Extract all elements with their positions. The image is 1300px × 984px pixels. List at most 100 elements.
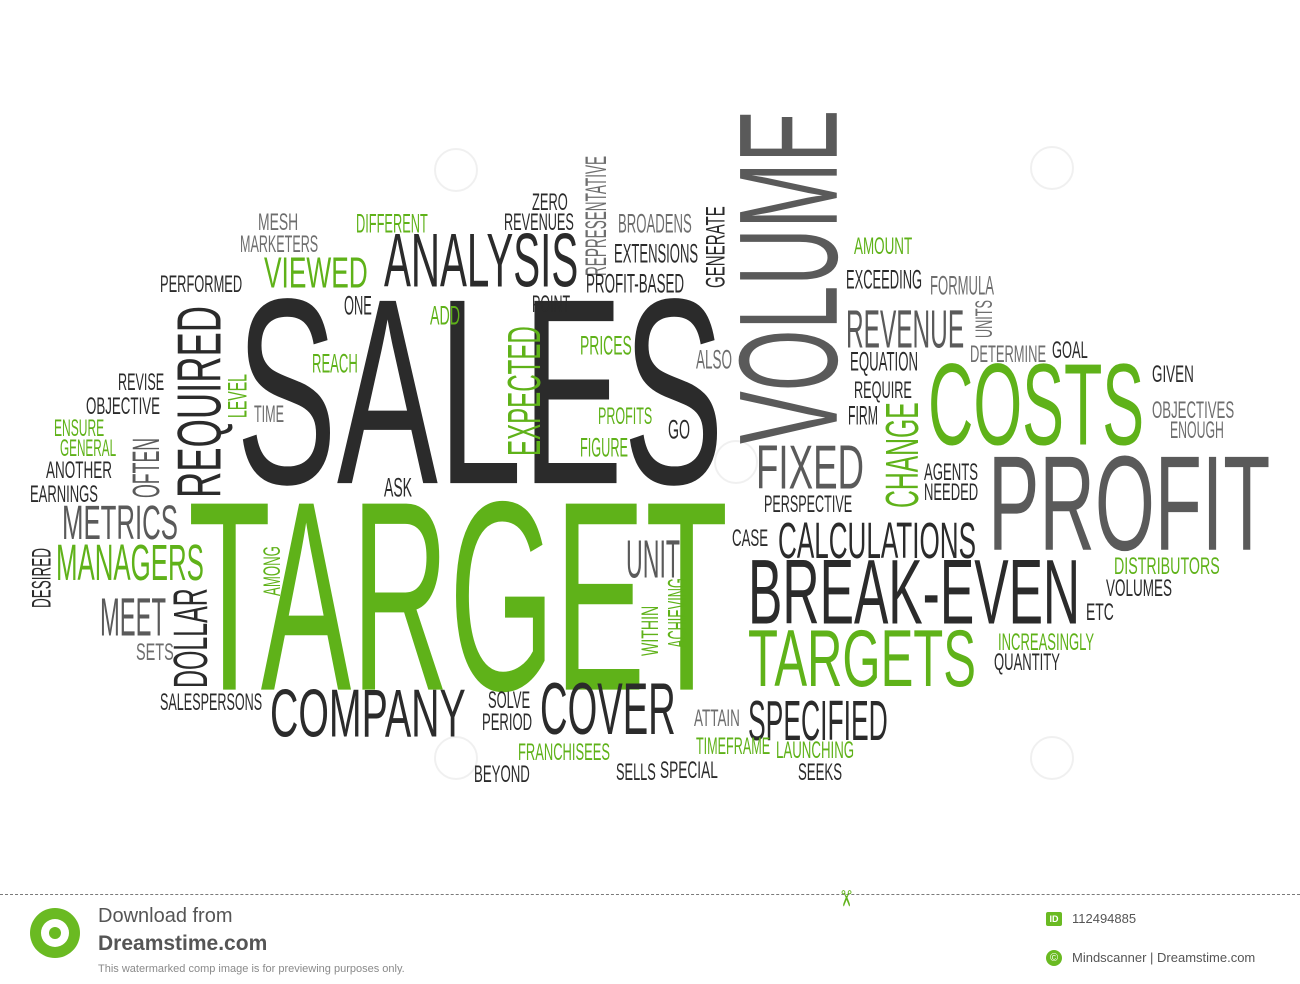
word-add: ADD <box>430 300 461 331</box>
word-viewed: VIEWED <box>264 249 368 298</box>
word-amount: AMOUNT <box>854 232 913 260</box>
word-revenue: REVENUE <box>846 299 965 360</box>
word-agents: AGENTS <box>924 458 978 486</box>
watermark-ring <box>1030 736 1074 780</box>
word-desired: DESIRED <box>26 547 57 608</box>
word-mesh: MESH <box>258 208 299 236</box>
word-general: GENERAL <box>60 434 117 462</box>
word-calculations: CALCULATIONS <box>778 512 976 570</box>
word-case: CASE <box>732 524 769 552</box>
word-special: SPECIAL <box>660 756 718 784</box>
word-another: ANOTHER <box>46 456 112 484</box>
word-metrics: METRICS <box>62 496 178 551</box>
word-salespersons: SALESPERSONS <box>160 688 263 716</box>
scissors-icon: ✂ <box>832 889 858 908</box>
copyright-icon: © <box>1046 950 1062 966</box>
word-prices: PRICES <box>580 330 632 361</box>
word-period: PERIOD <box>482 708 533 736</box>
word-launching: LAUNCHING <box>776 736 855 764</box>
word-franchisees: FRANCHISEES <box>518 738 610 766</box>
word-timeframe: TIMEFRAME <box>696 732 771 760</box>
word-fixed: FIXED <box>756 433 865 503</box>
word-company: COMPANY <box>270 676 466 752</box>
word-cloud: SALES TARGET VOLUME PROFIT COSTS BREAK-EVEN TA… <box>26 109 1271 788</box>
word-firm: FIRM <box>848 400 879 431</box>
word-cover: COVER <box>540 669 676 751</box>
word-go: GO <box>668 414 691 445</box>
word-distributors: DISTRIBUTORS <box>1114 552 1220 580</box>
word-formula: FORMULA <box>930 270 995 301</box>
word-reach: REACH <box>312 348 358 379</box>
word-perspective: PERSPECTIVE <box>764 490 853 518</box>
word-point: POINT <box>532 290 571 318</box>
word-ensure: ENSURE <box>54 414 105 442</box>
word-time: TIME <box>254 400 285 428</box>
dreamstime-site-text: Dreamstime.com <box>98 932 268 955</box>
word-often: OFTEN <box>125 437 168 498</box>
word-given: GIVEN <box>1152 360 1194 388</box>
word-determine: DETERMINE <box>970 340 1047 368</box>
watermark-ring <box>1030 146 1074 190</box>
word-objectives: OBJECTIVES <box>1152 396 1235 424</box>
word-revise: REVISE <box>118 368 165 396</box>
word-objective: OBJECTIVE <box>86 392 161 420</box>
word-figure: FIGURE <box>580 432 629 463</box>
word-target: TARGET <box>188 445 729 748</box>
word-zero: ZERO <box>532 188 568 216</box>
word-solve: SOLVE <box>488 686 531 714</box>
dashed-divider <box>0 894 1300 895</box>
word-sets: SETS <box>136 638 174 666</box>
word-goal: GOAL <box>1052 336 1088 364</box>
word-performed: PERFORMED <box>160 270 243 298</box>
id-badge-icon: ID <box>1046 912 1062 926</box>
word-also: ALSO <box>696 344 733 375</box>
word-seeks: SEEKS <box>798 758 843 786</box>
word-volume: VOLUME <box>709 109 867 444</box>
word-revenues: REVENUES <box>504 208 574 236</box>
word-costs: COSTS <box>928 339 1145 470</box>
word-quantity: QUANTITY <box>994 648 1060 676</box>
word-broadens: BROADENS <box>618 208 692 239</box>
word-change: CHANGE <box>875 402 928 508</box>
word-analysis: ANALYSIS <box>384 218 579 304</box>
word-targets: TARGETS <box>748 614 976 705</box>
word-dollar: DOLLAR <box>164 588 219 688</box>
word-beyond: BEYOND <box>474 760 530 788</box>
word-within: WITHIN <box>636 605 664 656</box>
word-one: ONE <box>344 290 372 321</box>
word-sales: SALES <box>236 244 724 541</box>
word-marketers: MARKETERS <box>240 230 319 258</box>
image-id: 112494885 <box>1072 911 1137 926</box>
word-among: AMONG <box>258 546 286 596</box>
word-increasingly: INCREASINGLY <box>998 628 1095 656</box>
word-sells: SELLS <box>616 758 656 786</box>
dreamstime-footer: ✂ Download from Dreamstime.com This wate… <box>0 888 1300 984</box>
word-meet: MEET <box>100 587 167 648</box>
word-specified: SPECIFIED <box>748 690 888 754</box>
word-extensions: EXTENSIONS <box>614 238 699 269</box>
word-exceeding: EXCEEDING <box>846 264 923 295</box>
word-enough: ENOUGH <box>1170 416 1224 444</box>
download-from-text: Download from <box>98 905 233 927</box>
word-profits: PROFITS <box>598 402 653 430</box>
word-generate: GENERATE <box>700 206 731 288</box>
watermark-ring <box>434 736 478 780</box>
word-representative: REPRESENTATIVE <box>579 155 613 276</box>
word-earnings: EARNINGS <box>30 480 98 508</box>
word-profit: PROFIT <box>988 427 1271 579</box>
word-etc: ETC <box>1086 598 1114 626</box>
word-level: LEVEL <box>222 373 253 418</box>
word-equation: EQUATION <box>850 346 919 377</box>
dreamstime-logo-icon <box>30 908 80 958</box>
word-attain: ATTAIN <box>694 704 740 732</box>
word-profit-based: PROFIT-BASED <box>586 268 685 299</box>
word-expected: EXPECTED <box>497 326 550 456</box>
word-volumes: VOLUMES <box>1106 574 1172 602</box>
word-break-even: BREAK-EVEN <box>748 541 1081 644</box>
watermark-ring <box>434 148 478 192</box>
word-needed: NEEDED <box>924 478 979 506</box>
word-different: DIFFERENT <box>356 208 428 239</box>
copyright-text: Mindscanner | Dreamstime.com <box>1072 950 1256 965</box>
word-achieving: ACHIEVING <box>662 578 693 648</box>
watermark-ring <box>714 440 758 484</box>
